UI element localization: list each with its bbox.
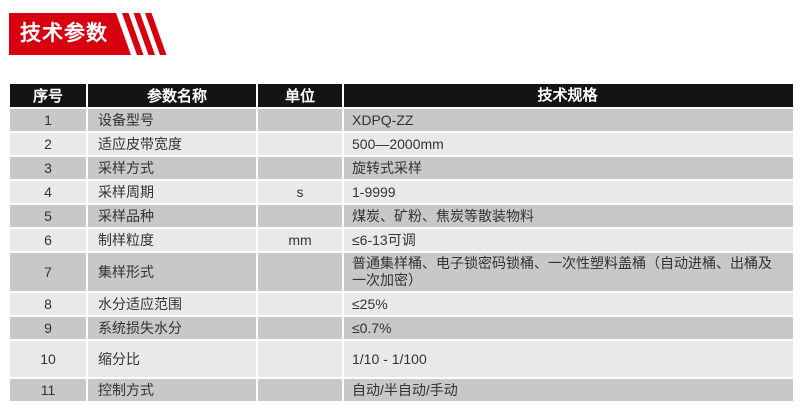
table-row: 11 控制方式 自动/半自动/手动 [10,379,793,401]
param-name-cell: 制样粒度 [88,229,256,251]
unit-cell [258,133,342,155]
spec-cell: 1/10 - 1/100 [344,341,793,377]
row-number-cell: 10 [10,341,86,377]
unit-cell [258,157,342,179]
row-number-cell: 5 [10,205,86,227]
spec-cell: ≤25% [344,293,793,315]
spec-cell: 旋转式采样 [344,157,793,179]
unit-cell [258,379,342,401]
table-row: 1 设备型号 XDPQ-ZZ [10,109,793,131]
header-cell-unit: 单位 [258,84,342,107]
spec-cell: 普通集样桶、电子锁密码锁桶、一次性塑料盖桶（自动进桶、出桶及一次加密） [344,253,793,291]
row-number-cell: 1 [10,109,86,131]
table-row: 7 集样形式 普通集样桶、电子锁密码锁桶、一次性塑料盖桶（自动进桶、出桶及一次加… [10,253,793,291]
param-name-cell: 水分适应范围 [88,293,256,315]
table-row: 3 采样方式 旋转式采样 [10,157,793,179]
unit-cell [258,205,342,227]
row-number-cell: 2 [10,133,86,155]
param-name-cell: 采样方式 [88,157,256,179]
spec-cell: XDPQ-ZZ [344,109,793,131]
param-name-cell: 采样品种 [88,205,256,227]
param-name-cell: 系统损失水分 [88,317,256,339]
spec-cell: 500—2000mm [344,133,793,155]
row-number-cell: 9 [10,317,86,339]
header-cell-spec: 技术规格 [344,84,793,107]
param-name-cell: 控制方式 [88,379,256,401]
row-number-cell: 8 [10,293,86,315]
row-number-cell: 7 [10,253,86,291]
unit-cell: mm [258,229,342,251]
table-row: 6 制样粒度 mm ≤6-13可调 [10,229,793,251]
unit-cell: s [258,181,342,203]
param-name-cell: 集样形式 [88,253,256,291]
param-name-cell: 设备型号 [88,109,256,131]
diagonal-stripes-icon [122,13,167,55]
param-name-cell: 适应皮带宽度 [88,133,256,155]
unit-cell [258,253,342,291]
table-row: 4 采样周期 s 1-9999 [10,181,793,203]
page-title: 技术参数 [20,22,108,45]
spec-cell: ≤6-13可调 [344,229,793,251]
header-cell-name: 参数名称 [88,84,256,107]
row-number-cell: 11 [10,379,86,401]
header-cell-no: 序号 [10,84,86,107]
table-row: 9 系统损失水分 ≤0.7% [10,317,793,339]
spec-cell: 1-9999 [344,181,793,203]
spec-cell: 自动/半自动/手动 [344,379,793,401]
param-name-cell: 采样周期 [88,181,256,203]
unit-cell [258,341,342,377]
unit-cell [258,109,342,131]
unit-cell [258,317,342,339]
row-number-cell: 3 [10,157,86,179]
unit-cell [258,293,342,315]
spec-table: 序号 参数名称 单位 技术规格 1 设备型号 XDPQ-ZZ 2 适应皮带宽度 … [10,84,793,403]
section-title-banner: 技术参数 [9,13,131,55]
spec-cell: ≤0.7% [344,317,793,339]
table-row: 2 适应皮带宽度 500—2000mm [10,133,793,155]
param-name-cell: 缩分比 [88,341,256,377]
table-row: 5 采样品种 煤炭、矿粉、焦炭等散装物料 [10,205,793,227]
table-header-row: 序号 参数名称 单位 技术规格 [10,84,793,107]
spec-cell: 煤炭、矿粉、焦炭等散装物料 [344,205,793,227]
table-row: 8 水分适应范围 ≤25% [10,293,793,315]
table-row: 10 缩分比 1/10 - 1/100 [10,341,793,377]
row-number-cell: 4 [10,181,86,203]
row-number-cell: 6 [10,229,86,251]
